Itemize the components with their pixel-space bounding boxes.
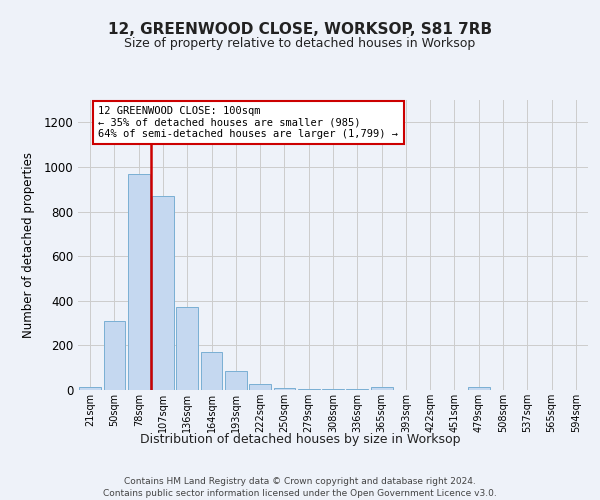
Bar [79,386,101,390]
Text: Contains HM Land Registry data © Crown copyright and database right 2024.: Contains HM Land Registry data © Crown c… [124,478,476,486]
Text: Distribution of detached houses by size in Worksop: Distribution of detached houses by size … [140,432,460,446]
Bar [298,389,320,390]
Bar [225,371,247,390]
Text: 12 GREENWOOD CLOSE: 100sqm
← 35% of detached houses are smaller (985)
64% of sem: 12 GREENWOOD CLOSE: 100sqm ← 35% of deta… [98,106,398,139]
Y-axis label: Number of detached properties: Number of detached properties [22,152,35,338]
Bar [176,308,198,390]
Bar [104,321,125,390]
Bar [200,352,223,390]
Bar [371,388,392,390]
Text: Size of property relative to detached houses in Worksop: Size of property relative to detached ho… [124,38,476,51]
Bar [274,388,295,390]
Bar [322,389,344,390]
Bar [249,384,271,390]
Bar [468,388,490,390]
Bar [346,389,368,390]
Text: 12, GREENWOOD CLOSE, WORKSOP, S81 7RB: 12, GREENWOOD CLOSE, WORKSOP, S81 7RB [108,22,492,38]
Bar [128,174,149,390]
Text: Contains public sector information licensed under the Open Government Licence v3: Contains public sector information licen… [103,489,497,498]
Bar [152,196,174,390]
